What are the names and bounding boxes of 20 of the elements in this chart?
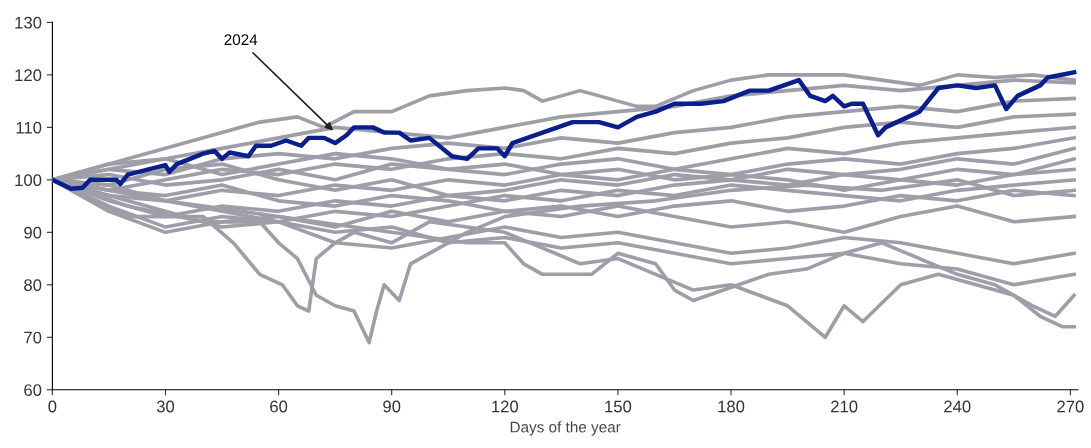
x-tick-label: 270: [1057, 400, 1084, 413]
x-tick-label: 30: [156, 400, 175, 413]
annotation: 2024: [224, 34, 258, 46]
x-tick-label: 180: [718, 400, 745, 413]
y-tick-label: 90: [24, 226, 42, 239]
y-tick-label: 110: [16, 121, 42, 134]
x-tick-label: 0: [48, 400, 57, 413]
y-tick-label: 100: [15, 174, 42, 187]
x-tick-label: 60: [270, 400, 288, 413]
x-axis-title: Days of the year: [510, 421, 621, 436]
x-tick-label: 210: [831, 400, 858, 413]
x-tick-label: 120: [492, 400, 519, 413]
x-tick-label: 240: [944, 400, 971, 413]
y-tick-label: 120: [15, 69, 42, 82]
y-tick-label: 60: [24, 384, 42, 396]
y-tick-label: 130: [15, 16, 42, 29]
x-tick-label: 150: [605, 400, 632, 413]
y-tick-label: 80: [24, 279, 42, 291]
y-tick-label: 70: [24, 331, 42, 344]
x-tick-label: 90: [383, 400, 401, 413]
